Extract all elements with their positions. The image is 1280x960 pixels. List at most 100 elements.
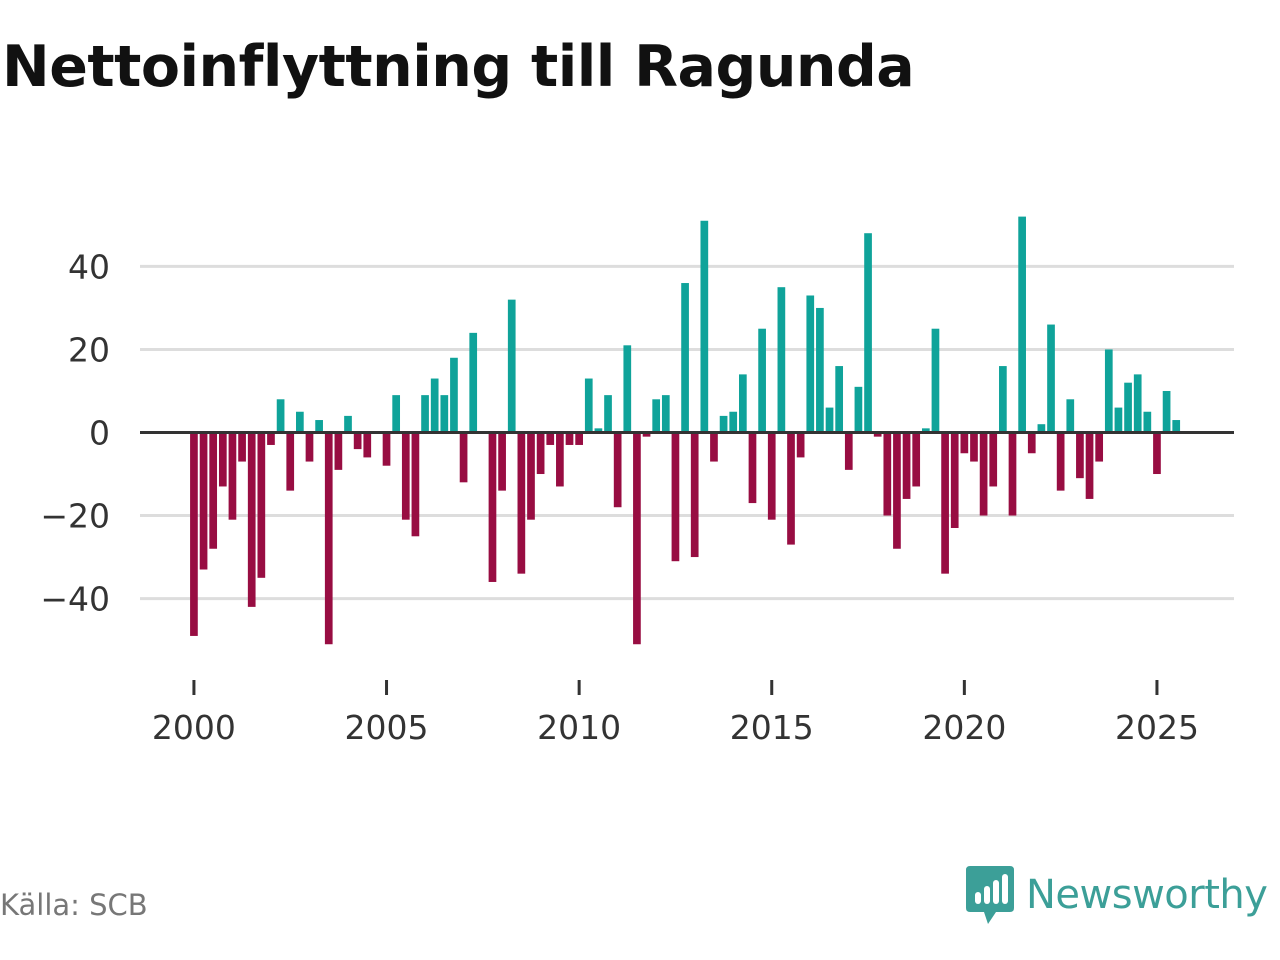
bar — [931, 328, 940, 433]
newsworthy-logo-icon — [966, 866, 1014, 924]
bar — [873, 432, 882, 437]
bar — [536, 432, 545, 475]
bar — [806, 295, 815, 433]
bar — [1076, 432, 1084, 479]
bar — [1124, 382, 1132, 433]
bar — [1095, 432, 1104, 462]
bar — [613, 432, 622, 508]
bar — [999, 366, 1007, 433]
source-label: Källa: SCB — [0, 888, 148, 922]
bar — [681, 283, 689, 433]
bar — [623, 345, 632, 433]
bar — [1143, 411, 1152, 433]
bar — [796, 432, 805, 458]
bar — [286, 432, 295, 491]
bar — [854, 386, 863, 433]
bar — [315, 420, 323, 433]
bar — [382, 432, 391, 466]
bar — [825, 407, 834, 433]
bar — [498, 432, 506, 491]
brand-logo[interactable]: Newsworthy — [964, 864, 1268, 926]
bar — [883, 432, 892, 516]
chart-title: Nettoinflyttning till Ragunda — [2, 34, 915, 100]
bar — [950, 432, 959, 528]
bar — [1027, 432, 1036, 454]
bars-layer — [190, 216, 1181, 645]
x-tick-label: 2000 — [152, 708, 236, 747]
x-tick-label: 2015 — [730, 708, 814, 747]
bar — [1018, 216, 1026, 433]
x-tick-label: 2025 — [1115, 708, 1199, 747]
bar — [276, 399, 285, 433]
bar — [777, 287, 786, 433]
bar — [247, 432, 256, 607]
bar — [1172, 420, 1181, 433]
bar — [199, 432, 208, 570]
bar — [719, 415, 728, 433]
bar — [334, 432, 343, 470]
bar — [604, 395, 612, 433]
bar — [296, 411, 304, 433]
bar — [267, 432, 275, 445]
bar — [758, 328, 766, 433]
bar — [960, 432, 969, 454]
bar — [527, 432, 535, 520]
bar — [1085, 432, 1094, 499]
bar — [401, 432, 410, 520]
bar — [893, 432, 901, 549]
bar — [507, 299, 516, 433]
y-tick-label: 0 — [89, 414, 110, 453]
bar — [970, 432, 978, 462]
axis-layer: −40 −20 0 20 40 2000 2005 2010 2015 2020 2025 — [40, 247, 1234, 747]
bar — [767, 432, 776, 520]
bar — [344, 415, 352, 433]
brand-name: Newsworthy — [1026, 872, 1268, 918]
bar — [209, 432, 218, 549]
bar — [450, 357, 458, 433]
bar — [218, 432, 227, 487]
bar — [710, 432, 718, 462]
bar — [748, 432, 757, 504]
bar — [228, 432, 237, 520]
bar — [1162, 390, 1171, 433]
bar — [411, 432, 420, 537]
bar — [979, 432, 988, 516]
bar — [363, 432, 372, 458]
bar — [1153, 432, 1161, 475]
bar — [324, 432, 333, 645]
bar — [1008, 432, 1017, 516]
bar — [1133, 374, 1142, 433]
x-tick-label: 2020 — [922, 708, 1006, 747]
bar — [556, 432, 564, 487]
bar — [1066, 399, 1075, 433]
bar — [671, 432, 680, 562]
y-tick-label: −40 — [40, 580, 110, 619]
x-tick-label: 2010 — [537, 708, 621, 747]
bar — [517, 432, 526, 574]
y-tick-label: 40 — [68, 247, 110, 286]
bar — [844, 432, 853, 470]
bar — [546, 432, 555, 445]
bar — [594, 428, 603, 433]
bar — [912, 432, 921, 487]
y-tick-label: −20 — [40, 497, 110, 536]
bar — [700, 220, 709, 433]
bar — [690, 432, 699, 558]
bar — [661, 395, 670, 433]
bar — [1104, 349, 1113, 433]
bar — [469, 332, 478, 433]
bar — [584, 378, 593, 433]
bar — [238, 432, 246, 462]
bar — [488, 432, 497, 582]
bar — [652, 399, 661, 433]
bar — [642, 432, 651, 437]
bar — [816, 307, 824, 433]
bar — [739, 374, 747, 433]
bar — [902, 432, 911, 499]
bar — [633, 432, 641, 645]
bar — [941, 432, 949, 574]
bar — [565, 432, 574, 445]
bar — [257, 432, 266, 578]
bar — [305, 432, 314, 462]
